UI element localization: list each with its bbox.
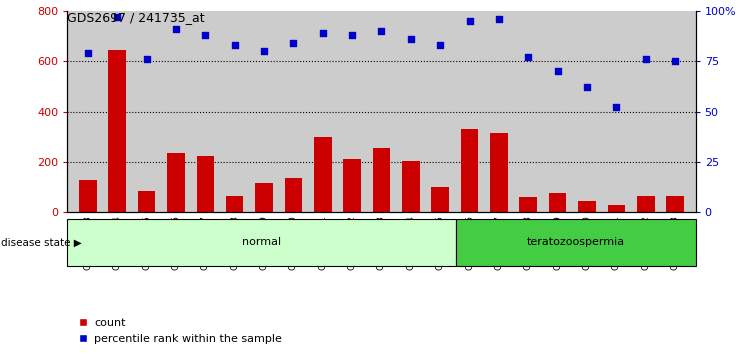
Bar — [578, 201, 596, 212]
Point — [346, 32, 358, 38]
Bar — [549, 194, 566, 212]
Point — [229, 42, 241, 48]
Point — [640, 56, 652, 62]
Point — [610, 105, 622, 110]
Bar — [456, 219, 696, 266]
Bar — [343, 159, 361, 212]
Bar — [666, 196, 684, 212]
Bar — [519, 197, 537, 212]
Bar — [167, 153, 185, 212]
Bar — [402, 161, 420, 212]
Point — [111, 14, 123, 19]
Text: disease state ▶: disease state ▶ — [1, 238, 82, 247]
Bar — [637, 196, 654, 212]
Point — [522, 54, 534, 60]
Bar — [432, 187, 449, 212]
Point — [199, 32, 211, 38]
Point — [435, 42, 447, 48]
Bar — [490, 133, 508, 212]
Bar — [67, 219, 456, 266]
Text: normal: normal — [242, 238, 281, 247]
Bar — [197, 156, 214, 212]
Point — [82, 50, 94, 56]
Point — [581, 85, 593, 90]
Bar — [138, 191, 156, 212]
Point — [375, 28, 387, 34]
Bar — [607, 205, 625, 212]
Legend: count, percentile rank within the sample: count, percentile rank within the sample — [73, 314, 286, 348]
Point — [493, 16, 505, 22]
Bar — [284, 178, 302, 212]
Point — [170, 26, 182, 32]
Bar — [314, 137, 331, 212]
Text: teratozoospermia: teratozoospermia — [527, 238, 625, 247]
Bar — [255, 183, 273, 212]
Point — [552, 68, 564, 74]
Point — [258, 48, 270, 54]
Point — [405, 36, 417, 42]
Bar — [226, 196, 244, 212]
Point — [287, 40, 299, 46]
Bar — [108, 50, 126, 212]
Bar — [373, 148, 390, 212]
Point — [141, 56, 153, 62]
Point — [669, 58, 681, 64]
Bar — [79, 179, 96, 212]
Point — [464, 18, 476, 23]
Bar — [461, 129, 479, 212]
Text: GDS2697 / 241735_at: GDS2697 / 241735_at — [67, 11, 205, 24]
Point — [316, 30, 328, 36]
